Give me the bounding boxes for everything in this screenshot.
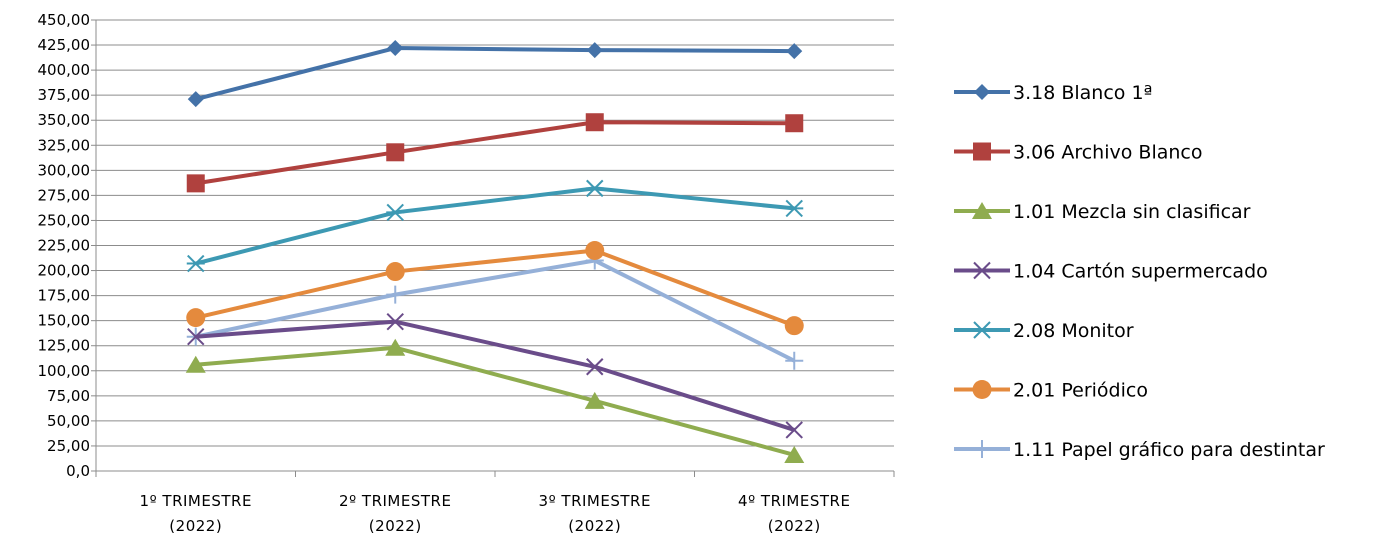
y-tick-label: 275,00 xyxy=(38,186,91,204)
legend-item: 2.01 Periódico xyxy=(954,380,1148,402)
y-tick-label: 425,00 xyxy=(38,36,91,54)
y-tick-label: 400,00 xyxy=(38,61,91,79)
legend-label: 2.01 Periódico xyxy=(1013,380,1148,402)
series-line-1 xyxy=(196,122,795,183)
series-line-0 xyxy=(196,48,795,99)
series-lines xyxy=(186,40,805,463)
data-point xyxy=(586,113,604,131)
legend-marker xyxy=(973,143,991,161)
y-tick-label: 225,00 xyxy=(38,237,91,255)
series-line-4 xyxy=(196,188,795,263)
y-tick-label: 100,00 xyxy=(38,362,91,380)
data-point xyxy=(785,200,803,216)
data-point xyxy=(586,180,604,196)
y-tick-label: 75,00 xyxy=(47,387,90,405)
series-4 xyxy=(187,180,804,271)
series-1 xyxy=(187,113,804,192)
legend-marker xyxy=(973,440,991,458)
legend-item: 1.04 Cartón supermercado xyxy=(954,261,1268,283)
legend-marker xyxy=(973,380,992,399)
y-tick-label: 450,00 xyxy=(38,11,91,29)
data-point xyxy=(186,308,205,327)
data-point xyxy=(386,204,404,220)
series-2 xyxy=(186,339,805,463)
x-axis-category-labels: 1º TRIMESTRE (2022) 2º TRIMESTRE (2022) 3º T… xyxy=(140,492,851,535)
data-point xyxy=(187,174,205,192)
y-tick-label: 50,00 xyxy=(47,412,90,430)
legend-item: 1.11 Papel gráfico para destintar xyxy=(954,439,1325,461)
y-tick-label: 200,00 xyxy=(38,262,91,280)
legend-label: 1.01 Mezcla sin clasificar xyxy=(1013,201,1251,223)
y-tick-label: 250,00 xyxy=(38,211,91,229)
legend-item: 3.18 Blanco 1ª xyxy=(954,82,1153,104)
series-0 xyxy=(188,40,803,107)
data-point xyxy=(785,316,804,335)
legend-label: 1.11 Papel gráfico para destintar xyxy=(1013,439,1325,461)
data-point xyxy=(785,114,803,132)
legend-marker xyxy=(973,322,991,338)
x-category-label: 1º TRIMESTRE (2022) xyxy=(140,492,252,535)
legend-label: 3.06 Archivo Blanco xyxy=(1013,142,1202,164)
y-tick-label: 125,00 xyxy=(38,337,91,355)
data-point xyxy=(386,143,404,161)
data-point xyxy=(587,42,603,58)
legend-item: 3.06 Archivo Blanco xyxy=(954,142,1202,164)
y-tick-label: 25,00 xyxy=(47,437,90,455)
y-tick-label: 350,00 xyxy=(38,111,91,129)
y-tick-label: 325,00 xyxy=(38,136,91,154)
x-category-label: 4º TRIMESTRE (2022) xyxy=(738,492,850,535)
legend: 3.18 Blanco 1ª 3.06 Archivo Blanco 1.01 Me… xyxy=(954,82,1325,461)
x-category-label: 3º TRIMESTRE (2022) xyxy=(539,492,651,535)
legend-label: 2.08 Monitor xyxy=(1013,320,1134,342)
legend-label: 3.18 Blanco 1ª xyxy=(1013,82,1153,104)
y-tick-label: 375,00 xyxy=(38,86,91,104)
data-point xyxy=(585,241,604,260)
x-category-label: 2º TRIMESTRE (2022) xyxy=(339,492,451,535)
y-tick-label: 175,00 xyxy=(38,287,91,305)
series-6 xyxy=(187,252,804,370)
data-point xyxy=(387,40,403,56)
data-point xyxy=(785,352,803,370)
legend-item: 2.08 Monitor xyxy=(954,320,1134,342)
data-point xyxy=(386,286,404,304)
y-axis-tick-labels: 0,0 25,00 50,00 75,00 100,00 125,00 150,00 175,… xyxy=(38,11,91,480)
legend-item: 1.01 Mezcla sin clasificar xyxy=(954,201,1251,223)
y-tick-label: 0,0 xyxy=(66,462,90,480)
data-point xyxy=(188,91,204,107)
axes xyxy=(91,20,894,477)
data-point xyxy=(187,256,205,272)
data-point xyxy=(386,262,405,281)
legend-marker xyxy=(974,84,990,100)
legend-label: 1.04 Cartón supermercado xyxy=(1013,261,1268,283)
y-tick-label: 300,00 xyxy=(38,161,91,179)
y-tick-label: 150,00 xyxy=(38,312,91,330)
gridlines xyxy=(96,20,894,471)
